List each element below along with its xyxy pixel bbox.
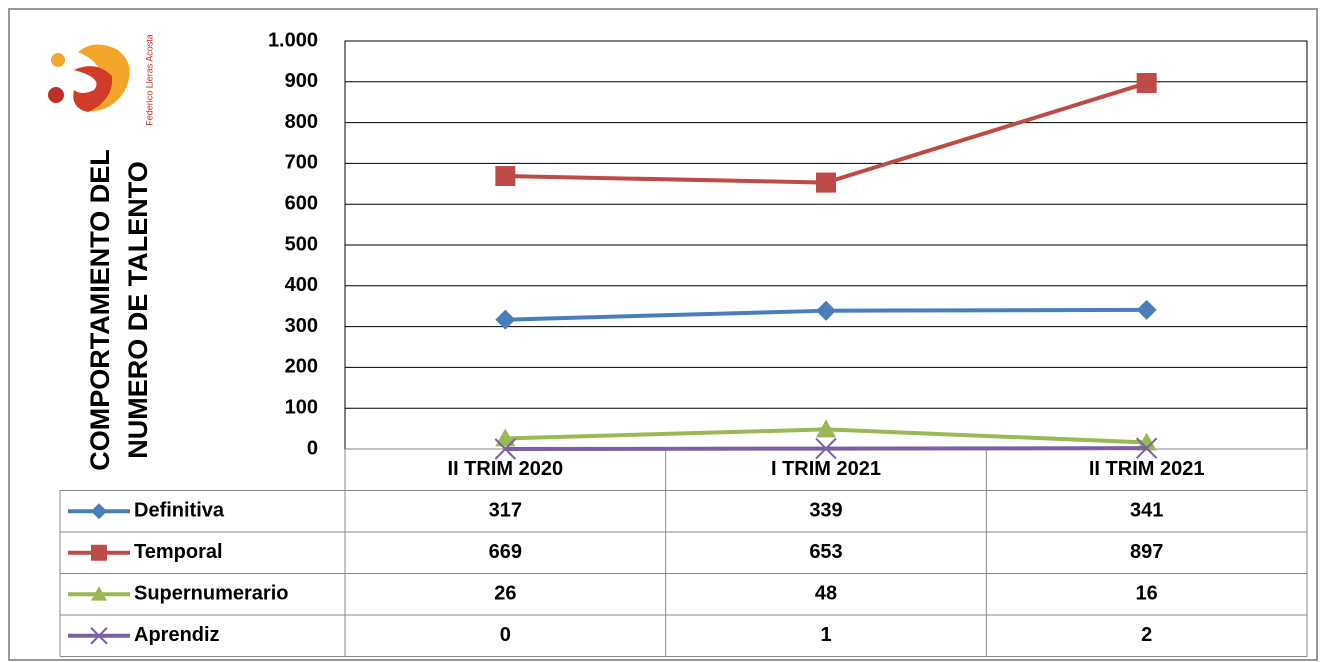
table-value: 1 [820,624,831,646]
logo-dot [51,53,65,67]
logo-arc [73,66,113,112]
x-tick-label: I TRIM 2021 [771,458,881,480]
y-tick-label: 400 [285,274,318,296]
y-tick-label: 0 [307,437,318,459]
point [91,544,107,561]
table-value: 317 [489,500,522,522]
table-value: 26 [494,583,516,605]
table-value: 897 [1130,541,1163,563]
point [91,586,107,601]
point [1136,432,1157,451]
x-tick-label: II TRIM 2020 [448,458,564,480]
point [495,166,516,187]
table-value: 653 [809,541,842,563]
series-line [505,81,1148,185]
logo: Federico Lleras Acosta [48,34,154,126]
legend-label: Aprendiz [134,624,220,646]
point [815,437,837,460]
table-value: 48 [815,583,837,605]
point [816,172,836,193]
point [91,503,107,520]
y-tick-label: 200 [285,356,318,378]
y-axis-label: NUMERO DE TALENTO [123,161,153,459]
legend-label: Temporal [134,541,223,563]
y-tick-label: 900 [285,70,318,92]
logo-dot [48,87,64,103]
point [1135,437,1158,459]
point [495,309,516,330]
point [816,419,836,438]
table-value: 2 [1141,624,1152,646]
table-value: 339 [809,500,842,522]
table-value: 16 [1136,583,1158,605]
point [1136,299,1157,320]
frame [8,8,1318,661]
point [495,428,516,447]
y-tick-label: 100 [285,396,318,418]
y-tick-label: 1.000 [268,29,318,51]
point [90,627,108,645]
y-tick-label: 500 [285,233,318,255]
y-tick-label: 300 [285,315,318,337]
y-tick-label: 700 [285,152,318,174]
logo-text: Federico Lleras Acosta [144,34,154,126]
point [816,300,836,321]
table-value: 669 [489,541,522,563]
legend-label: Definitiva [134,500,225,522]
point [494,438,517,460]
y-axis-label: COMPORTAMIENTO DEL [85,149,115,471]
legend-label: Supernumerario [134,583,288,605]
point [1136,73,1157,94]
table-value: 341 [1130,500,1163,522]
table-value: 0 [500,624,511,646]
y-tick-label: 800 [285,111,318,133]
y-tick-label: 600 [285,192,318,214]
x-tick-label: II TRIM 2021 [1089,458,1205,480]
